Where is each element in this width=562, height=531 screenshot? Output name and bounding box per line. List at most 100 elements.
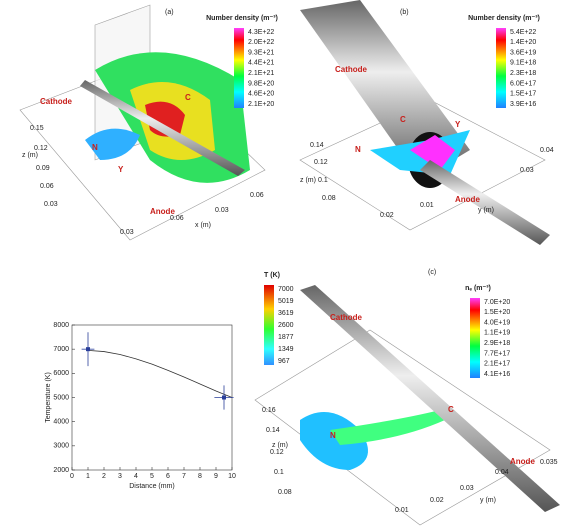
axis-label: z (m) [22,152,38,159]
x-tick-label: 0 [70,473,74,480]
colorbar-tick-label: 2600 [278,322,294,329]
colorbar-tick-label: 7.7E+17 [484,350,510,357]
y-tick-label: 8000 [53,322,69,329]
x-tick-label: 7 [182,473,186,480]
axis-tick-label: 0.16 [262,407,276,414]
colorbar-title: T (K) [264,272,280,279]
axis-tick-label: 0.02 [380,212,394,219]
colorbar-tick-label: 1.5E+17 [510,91,536,98]
colorbar-tick-label: 7000 [278,286,294,293]
colorbar-tick-label: 1349 [278,346,294,353]
annotation: Y [118,165,124,174]
colorbar-tick-label: 3.9E+16 [510,101,536,108]
annotation: C [400,115,406,124]
colorbar-tick-label: 967 [278,358,290,365]
x-axis-label: Distance (mm) [129,483,175,490]
panel-label: (c) [428,269,436,276]
axis-tick-label: 0.15 [30,125,44,132]
axis-tick-label: 0.08 [322,195,336,202]
x-tick-label: 1 [86,473,90,480]
colorbar [496,28,506,108]
colorbar [264,285,274,365]
axis-tick-label: 0.04 [540,147,554,154]
panel-label: (a) [165,9,174,16]
colorbar-tick-label: 1.1E+19 [484,330,510,337]
annotation: Y [455,120,461,129]
colorbar-tick-label: 1877 [278,334,294,341]
colorbar-tick-label: 5.4E+22 [510,29,536,36]
colorbar-tick-label: 6.0E+17 [510,80,536,87]
axis-tick-label: 0.08 [278,489,292,496]
colorbar-tick-label: 2.9E+18 [484,340,510,347]
colorbar-tick-label: 4.3E+22 [248,29,274,36]
y-tick-label: 6000 [53,370,69,377]
colorbar-tick-label: 2.3E+18 [510,70,536,77]
axis-tick-label: 0.03 [44,201,58,208]
colorbar-tick-label: 7.0E+20 [484,299,510,306]
x-tick-label: 4 [134,473,138,480]
colorbar-tick-label: 5019 [278,298,294,305]
colorbar-tick-label: 2.1E+21 [248,70,274,77]
x-tick-label: 5 [150,473,154,480]
colorbar-tick-label: 4.1E+16 [484,371,510,378]
point [222,396,226,400]
annotation: N [355,145,361,154]
colorbar-tick-label: 4.6E+20 [248,91,274,98]
axis-tick-label: 0.06 [250,192,264,199]
colorbar-tick-label: 3.6E+19 [510,49,536,56]
colorbar-tick-label: 9.8E+20 [248,80,274,87]
axis-tick-label: 0.03 [120,229,134,236]
axis-tick-label: 0.12 [314,159,328,166]
x-tick-label: 8 [198,473,202,480]
axis-tick-label: 0.12 [270,449,284,456]
colorbar-title: nₑ (m⁻³) [465,285,491,292]
axis-tick-label: 0.06 [170,215,184,222]
y-tick-label: 3000 [53,443,69,450]
axis-label: z (m) [300,177,316,184]
axis-tick-label: 0.01 [420,202,434,209]
x-tick-label: 10 [228,473,236,480]
x-tick-label: 6 [166,473,170,480]
colorbar-title: Number density (m⁻³) [206,15,278,22]
annotation: N [92,143,98,152]
annotation: C [448,405,454,414]
annotation: N [330,431,336,440]
axis-tick-label: 0.14 [310,142,324,149]
y-tick-label: 4000 [53,419,69,426]
axis-tick-label: 0.01 [395,507,409,514]
colorbar [234,28,244,108]
colorbar-tick-label: 9.1E+18 [510,60,536,67]
axis-tick-label: 0.14 [266,427,280,434]
figure: (a)Number density (m⁻³)4.3E+222.0E+229.3… [0,0,562,531]
panel-c-plot [255,285,560,525]
axis-tick-label: 0.02 [430,497,444,504]
axis-tick-label: 0.03 [520,167,534,174]
axis-tick-label: 0.03 [460,485,474,492]
axis-label: x (m) [195,222,211,229]
annotation: Cathode [330,313,363,322]
colorbar-tick-label: 1.4E+20 [510,39,536,46]
x-tick-label: 9 [214,473,218,480]
colorbar-tick-label: 9.3E+21 [248,49,274,56]
x-tick-label: 3 [118,473,122,480]
plot-frame [72,325,232,470]
x-tick-label: 2 [102,473,106,480]
axis-label: y (m) [480,497,496,504]
annotation: Cathode [335,65,368,74]
colorbar-tick-label: 4.4E+21 [248,60,274,67]
y-tick-label: 7000 [53,346,69,353]
point [86,347,90,351]
axis-tick-label: 0.1 [274,469,284,476]
axis-tick-label: 0.09 [36,165,50,172]
axis-tick-label: 0.1 [318,177,328,184]
axis-label: z (m) [272,442,288,449]
colorbar-tick-label: 4.0E+19 [484,319,510,326]
axis-tick-label: 0.06 [40,183,54,190]
colorbar-tick-label: 3619 [278,310,294,317]
axis-tick-label: 0.04 [495,469,509,476]
annotation: Anode [455,195,480,204]
y-tick-label: 2000 [53,467,69,474]
axis-label: y (m) [478,207,494,214]
annotation: Anode [510,457,535,466]
colorbar-title: Number density (m⁻³) [468,15,540,22]
